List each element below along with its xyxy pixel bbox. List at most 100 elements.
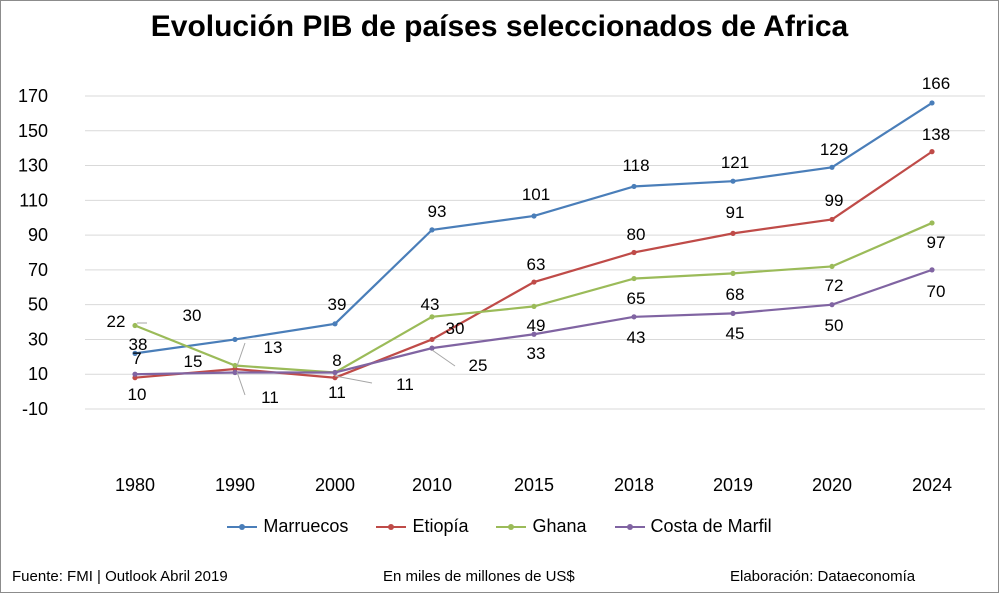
- data-label-costa-de-marfil: 43: [627, 328, 646, 347]
- data-point-costa-de-marfil: [332, 369, 338, 376]
- data-point-marruecos: [631, 183, 637, 190]
- data-label-marruecos: 30: [183, 306, 202, 325]
- data-label-costa-de-marfil: 50: [825, 316, 844, 335]
- data-label-marruecos: 93: [428, 202, 447, 221]
- data-label-costa-de-marfil: 45: [726, 324, 745, 343]
- data-point-costa-de-marfil: [232, 369, 238, 376]
- data-point-etiopia: [429, 336, 435, 343]
- x-tick-label: 2015: [514, 475, 554, 495]
- data-label-costa-de-marfil: 10: [128, 385, 147, 404]
- chart-title: Evolución PIB de países seleccionados de…: [150, 10, 849, 43]
- label-leader-line: [334, 375, 373, 384]
- y-tick-label: 30: [28, 329, 48, 349]
- data-point-costa-de-marfil: [730, 310, 736, 316]
- y-tick-label: 70: [28, 260, 48, 280]
- chart-legend: Marruecos Etiopía Ghana Costa de Marfil: [0, 516, 999, 537]
- data-label-etiopia: 7: [132, 349, 141, 368]
- legend-label-costa-de-marfil: Costa de Marfil: [650, 516, 772, 536]
- legend-swatch-ghana: [496, 523, 527, 530]
- x-tick-label: 1990: [215, 475, 255, 495]
- legend-label-marruecos: Marruecos: [263, 516, 349, 536]
- data-point-marruecos: [429, 227, 435, 233]
- data-point-ghana: [631, 275, 637, 282]
- data-point-ghana: [429, 314, 435, 320]
- data-label-ghana: 38: [129, 335, 148, 354]
- data-label-costa-de-marfil: 25: [469, 356, 488, 375]
- data-point-marruecos: [531, 213, 537, 219]
- data-label-ghana: 97: [927, 233, 946, 252]
- data-point-costa-de-marfil: [929, 267, 935, 273]
- data-label-ghana: 68: [726, 285, 745, 304]
- data-label-marruecos: 39: [328, 295, 347, 314]
- data-point-costa-de-marfil: [829, 302, 835, 308]
- data-point-ghana: [132, 322, 138, 329]
- x-tick-label: 2010: [412, 475, 452, 495]
- y-tick-label: 90: [28, 225, 48, 245]
- data-point-marruecos: [332, 321, 338, 327]
- data-label-etiopia: 8: [332, 351, 341, 370]
- data-label-marruecos: 22: [107, 312, 126, 331]
- x-tick-label: 2024: [912, 475, 952, 495]
- y-tick-label: 150: [18, 121, 48, 141]
- data-label-etiopia: 80: [627, 225, 646, 244]
- y-tick-label: 130: [18, 156, 48, 176]
- data-point-etiopia: [829, 216, 835, 223]
- label-leader-line: [431, 349, 456, 367]
- x-tick-label: 2018: [614, 475, 654, 495]
- data-label-marruecos: 121: [721, 153, 749, 172]
- data-label-etiopia: 91: [726, 203, 745, 222]
- data-label-marruecos: 129: [820, 140, 848, 159]
- data-point-ghana: [531, 303, 537, 310]
- legend-label-ghana: Ghana: [532, 516, 587, 536]
- legend-label-etiopia: Etiopía: [412, 516, 469, 536]
- data-point-costa-de-marfil: [531, 331, 537, 337]
- footer-source: Fuente: FMI | Outlook Abril 2019: [12, 568, 228, 585]
- data-label-marruecos: 166: [922, 74, 950, 93]
- data-point-marruecos: [829, 164, 835, 170]
- data-point-costa-de-marfil: [631, 314, 637, 320]
- x-tick-label: 1980: [115, 475, 155, 495]
- x-tick-label: 2000: [315, 475, 355, 495]
- data-point-etiopia: [631, 249, 637, 256]
- y-tick-label: 50: [28, 295, 48, 315]
- data-point-costa-de-marfil: [429, 345, 435, 351]
- footer-units: En miles de millones de US$: [383, 568, 575, 585]
- footer-credit: Elaboración: Dataeconomía: [730, 568, 916, 585]
- data-label-ghana: 43: [421, 295, 440, 314]
- data-label-etiopia: 63: [527, 255, 546, 274]
- data-point-marruecos: [929, 100, 935, 106]
- label-leader-line: [236, 371, 246, 396]
- data-label-etiopia: 99: [825, 191, 844, 210]
- data-point-ghana: [730, 270, 736, 276]
- legend-swatch-etiopia: [376, 523, 407, 530]
- data-label-marruecos: 101: [522, 185, 550, 204]
- data-label-etiopia: 13: [264, 338, 283, 357]
- data-label-ghana: 72: [825, 276, 844, 295]
- data-label-ghana: 11: [328, 383, 346, 402]
- legend-swatch-marruecos: [227, 523, 258, 530]
- x-tick-label: 2020: [812, 475, 852, 495]
- data-point-costa-de-marfil: [132, 371, 138, 377]
- data-point-etiopia: [929, 149, 935, 155]
- data-label-costa-de-marfil: 70: [927, 282, 946, 301]
- legend-item-ghana: Ghana: [496, 516, 587, 537]
- data-point-marruecos: [132, 350, 138, 356]
- data-label-marruecos: 118: [622, 156, 649, 175]
- legend-item-costa-de-marfil: Costa de Marfil: [614, 516, 772, 537]
- y-tick-label: 170: [18, 86, 48, 106]
- data-point-marruecos: [730, 178, 736, 184]
- data-label-ghana: 15: [184, 352, 203, 371]
- data-point-etiopia: [730, 230, 736, 236]
- x-tick-label: 2019: [713, 475, 753, 495]
- y-tick-label: 110: [19, 190, 48, 210]
- data-label-ghana: 65: [627, 289, 646, 308]
- legend-swatch-costa-de-marfil: [614, 523, 645, 530]
- label-leader-line: [236, 342, 246, 367]
- data-point-ghana: [929, 220, 935, 226]
- data-label-costa-de-marfil: 33: [527, 344, 546, 363]
- data-label-etiopia: 30: [446, 319, 465, 338]
- data-label-costa-de-marfil: 11: [261, 388, 279, 407]
- data-label-costa-de-marfil: 11: [396, 375, 414, 394]
- data-point-ghana: [232, 362, 238, 369]
